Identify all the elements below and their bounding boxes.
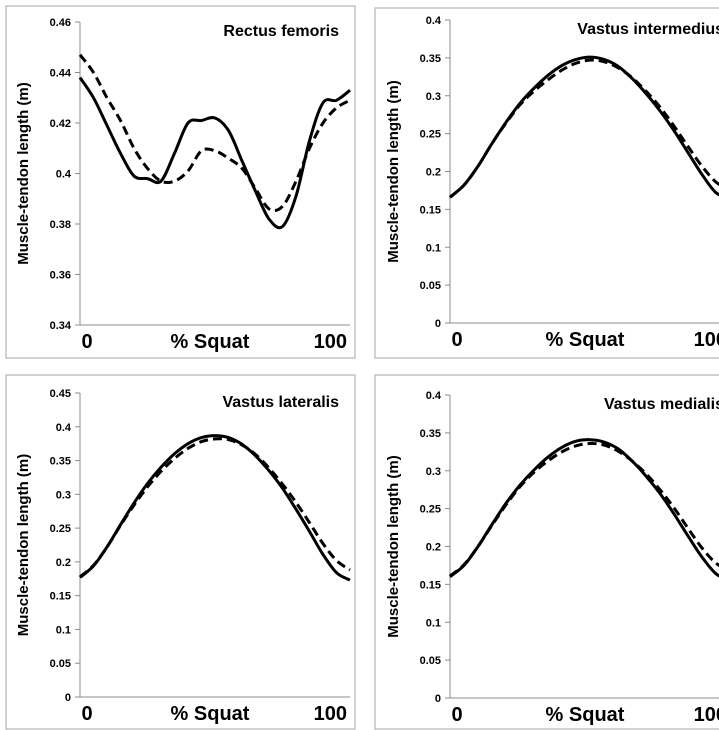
chart4-x-axis-label: % Squat [546,704,625,726]
chart4-series-dashed [449,441,719,578]
chart2-y-tick-label: 0.2 [426,167,441,179]
chart-panel-4: 0 0.05 0.1 0.15 0.2 0.25 0.3 0.35 0.4 Muscle-tend… [370,365,719,730]
chart4-y-tick-label: 0.35 [420,428,441,440]
chart3-y-tick-label: 0.3 [56,489,71,501]
chart4-y-tick-label: 0.3 [426,466,441,478]
chart3-x-axis-label: % Squat [171,703,250,725]
chart2-series-dashed [448,58,719,199]
chart3-y-tick-label: 0.4 [56,422,72,434]
chart1-y-axis-label: Muscle-tendon length (m) [15,82,32,265]
chart2-title: Vastus intermedius [577,21,719,38]
chart4-x-tick-label-end: 100 [694,704,719,726]
chart1-y-tick-label: 0.42 [50,118,71,130]
chart4-y-axis-label: Muscle-tendon length (m) [385,455,402,638]
chart2-x-tick-label-end: 100 [694,329,719,351]
chart2-y-tick-label: 0.1 [426,242,441,254]
chart1-y-tick-label: 0.4 [56,169,72,181]
chart3-y-axis-label: Muscle-tendon length (m) [15,454,32,637]
chart2-y-tick-label: 0 [435,318,441,330]
chart3-y-tick-label: 0 [65,692,71,704]
chart1-series-dashed [78,53,351,213]
chart3-y-tick-label: 0.35 [50,456,71,468]
chart-vastus-medialis: 0 0.05 0.1 0.15 0.2 0.25 0.3 0.35 0.4 Muscle-tend… [374,374,719,730]
chart1-x-axis-label: % Squat [171,331,250,353]
chart1-y-tick-label: 0.46 [50,17,71,29]
chart4-frame [374,374,719,730]
chart2-y-tick-label: 0.15 [420,204,441,216]
chart4-y-tick-label: 0.05 [420,655,441,667]
chart4-y-tick-label: 0.25 [420,504,441,516]
chart1-title: Rectus femoris [223,23,339,40]
chart2-frame [374,7,719,359]
chart4-y-tick-label: 0.4 [426,390,442,402]
chart-rectus-femoris: 0.34 0.36 0.38 0.4 0.42 0.44 0.46 Muscle-tendon… [5,5,356,359]
chart2-series-solid [448,55,719,199]
chart4-series-solid [449,438,719,578]
chart2-y-axis-label: Muscle-tendon length (m) [385,80,402,263]
chart2-y-tick-label: 0.05 [420,280,441,292]
chart1-y-tick-label: 0.44 [50,68,72,80]
chart3-y-tick-label: 0.25 [50,523,71,535]
chart3-y-tick-label: 0.05 [50,658,71,670]
chart-panel-1: 0.34 0.36 0.38 0.4 0.42 0.44 0.46 Muscle-tendon… [0,0,360,365]
chart3-y-tick-label: 0.15 [50,591,71,603]
chart2-y-tick-label: 0.25 [420,129,441,141]
chart-panel-3: 0 0.05 0.1 0.15 0.2 0.25 0.3 0.35 0.4 0.45 Muscle-… [0,365,360,730]
chart4-y-tick-label: 0.1 [426,617,441,629]
chart3-frame [5,374,356,730]
chart4-y-tick-label: 0.15 [420,579,441,591]
chart2-y-tick-label: 0.35 [420,53,441,65]
chart-vastus-intermedius: 0 0.05 0.1 0.15 0.2 0.25 0.3 0.35 0.4 Muscle-tend… [374,7,719,359]
chart4-y-tick-label: 0.2 [426,542,441,554]
chart3-y-tick-label: 0.2 [56,557,71,569]
chart1-x-tick-label-end: 100 [314,331,347,353]
chart1-frame [5,5,356,359]
chart4-x-tick-label-start: 0 [451,704,462,726]
chart1-y-tick-label: 0.38 [50,219,71,231]
chart2-y-tick-label: 0.4 [426,15,442,27]
chart4-title: Vastus medialis [604,396,719,413]
chart3-title: Vastus lateralis [222,394,339,411]
chart2-x-axis-label: % Squat [546,329,625,351]
chart3-x-tick-label-end: 100 [314,703,347,725]
chart3-y-tick-label: 0.1 [56,624,71,636]
chart1-y-tick-label: 0.36 [50,270,71,282]
chart-panel-2: 0 0.05 0.1 0.15 0.2 0.25 0.3 0.35 0.4 Muscle-tend… [370,0,719,365]
chart-vastus-lateralis: 0 0.05 0.1 0.15 0.2 0.25 0.3 0.35 0.4 0.45 Muscle-… [5,374,356,730]
chart4-y-tick-label: 0 [435,693,441,705]
chart2-y-tick-label: 0.3 [426,91,441,103]
chart3-x-tick-label-start: 0 [81,703,92,725]
chart1-x-tick-label-start: 0 [81,331,92,353]
chart3-series-solid [79,434,351,582]
chart3-y-tick-label: 0.45 [50,388,71,400]
chart3-series-dashed [79,437,351,578]
chart1-series-solid [78,76,351,230]
chart2-x-tick-label-start: 0 [451,329,462,351]
chart1-y-tick-label: 0.34 [50,320,72,332]
